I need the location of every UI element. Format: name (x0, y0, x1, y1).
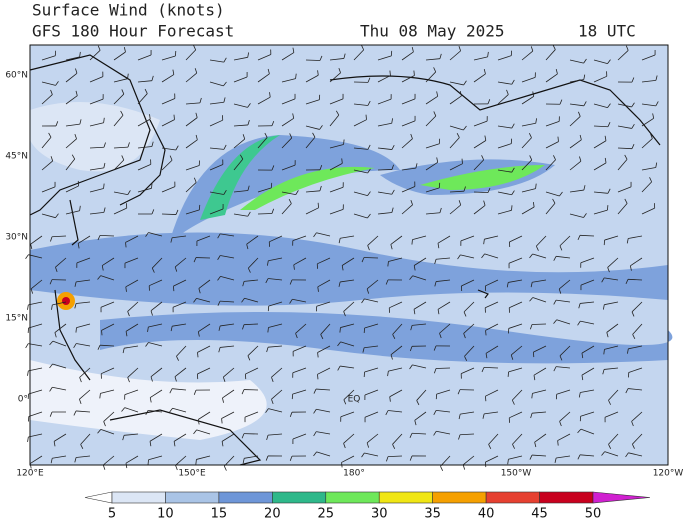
wind-barb (318, 353, 319, 358)
lat-label: 45°N (5, 152, 28, 162)
wind-barb (174, 115, 175, 120)
wind-barb (162, 214, 176, 215)
colorbar-label: 15 (211, 507, 228, 522)
wind-barb (224, 466, 226, 471)
wind-barb (412, 240, 413, 245)
colorbar-bin (379, 492, 432, 503)
colorbar-bin (272, 492, 325, 503)
colorbar-label: 20 (264, 507, 281, 522)
colorbar-label: 5 (108, 507, 116, 522)
wind-barb (76, 328, 77, 333)
lat-label: 60°N (5, 71, 28, 81)
wind-barb (28, 437, 29, 442)
wind-barb (152, 183, 153, 188)
wind-barb (390, 71, 391, 76)
colorbar-bin (165, 492, 218, 503)
title: Surface Wind (knots) (32, 1, 225, 20)
colorbar-bin (326, 492, 379, 503)
colorbar-bin (112, 492, 165, 503)
wind-barb (364, 257, 378, 258)
wind-barb (103, 465, 105, 470)
wind-barb (486, 330, 487, 335)
colorbar-bin (486, 492, 539, 503)
colorbar-label: 30 (371, 507, 388, 522)
wind-barb (414, 71, 415, 76)
lat-label: 0° (18, 395, 28, 405)
lon-label: 180° (343, 469, 365, 479)
wind-barb (26, 255, 29, 259)
colorbar-bin (433, 492, 486, 503)
colorbar: 5 10 15 20 25 30 35 40 45 50 (85, 492, 650, 522)
wind-barb (27, 371, 28, 376)
wind-barb (532, 324, 546, 325)
colorbar-label: 35 (424, 507, 441, 522)
wind-barb (340, 328, 341, 333)
colorbar-label: 25 (318, 507, 335, 522)
lon-label: 120°W (653, 469, 684, 479)
lon-label: 120°E (16, 469, 44, 479)
wind-barb (512, 205, 513, 210)
colorbar-label: 10 (157, 507, 174, 522)
time: 18 UTC (578, 22, 636, 41)
wind-barb (126, 242, 127, 247)
lon-label: 150°W (501, 469, 532, 479)
wind-barb (222, 418, 223, 423)
wind-barb (463, 465, 465, 470)
lat-label: 30°N (5, 233, 28, 243)
storm (62, 297, 70, 305)
colorbar-high (593, 492, 650, 503)
colorbar-bin (219, 492, 272, 503)
colorbar-label: 50 (585, 507, 602, 522)
map-field (26, 45, 673, 471)
wind-barb (378, 169, 392, 170)
colorbar-label: 45 (531, 507, 548, 522)
colorbar-label: 40 (478, 507, 495, 522)
colorbar-low (85, 492, 112, 503)
lat-label: 15°N (5, 314, 28, 324)
wind-barb (176, 465, 178, 470)
colorbar-bin (540, 492, 593, 503)
wind-barb (27, 305, 28, 310)
lon-label: 150°E (178, 469, 206, 479)
date: Thu 08 May 2025 (360, 22, 505, 41)
wind-barb (558, 137, 559, 142)
wind-barb (306, 60, 320, 61)
wind-barb (440, 466, 442, 470)
annotation: EQ (348, 395, 361, 405)
subtitle: GFS 180 Hour Forecast (32, 22, 234, 41)
wind-barb (26, 344, 29, 348)
